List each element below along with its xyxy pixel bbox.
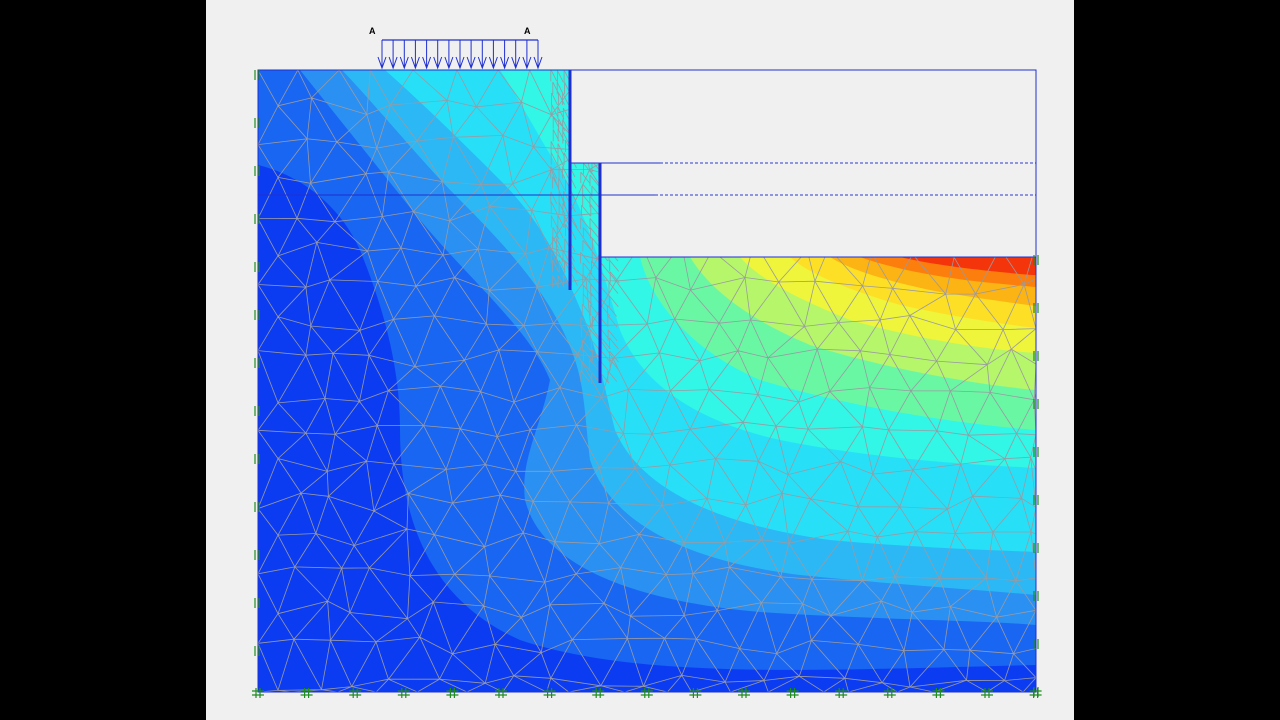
- bottom-fixity: [300, 688, 313, 698]
- load-arrow: [433, 40, 443, 70]
- load-arrow: [410, 40, 420, 70]
- load-arrow: [511, 40, 521, 70]
- left-fixity: [254, 646, 260, 656]
- load-arrow: [444, 40, 454, 70]
- left-fixity: [254, 358, 260, 368]
- right-fixity: [1033, 495, 1039, 505]
- bottom-fixity: [252, 688, 264, 698]
- load-arrow: [477, 40, 487, 70]
- load-arrow: [422, 40, 432, 70]
- right-fixity: [1033, 447, 1039, 457]
- load-arrow: [455, 40, 465, 70]
- load-arrow: [488, 40, 498, 70]
- load-arrows: [377, 40, 543, 70]
- left-fixity: [254, 262, 260, 272]
- left-fixity: [254, 118, 260, 128]
- load-arrow: [399, 40, 409, 70]
- model-viewport: A A: [206, 0, 1074, 720]
- load-arrow: [377, 40, 387, 70]
- bottom-fixity: [543, 688, 556, 698]
- left-fixity: [254, 166, 260, 176]
- right-fixity: [1033, 255, 1039, 265]
- load-arrow: [533, 40, 543, 70]
- bottom-fixity: [689, 688, 702, 698]
- bottom-fixity: [495, 688, 507, 698]
- bottom-fixity: [883, 688, 896, 698]
- left-fixity: [254, 310, 260, 320]
- left-fixity: [254, 214, 260, 224]
- load-arrow: [466, 40, 476, 70]
- right-fixity: [1033, 639, 1039, 649]
- right-fixity: [1033, 303, 1039, 313]
- bottom-fixity: [1029, 688, 1042, 698]
- load-label-right: A: [524, 26, 531, 36]
- bottom-fixity: [786, 688, 799, 698]
- bottom-fixity: [592, 688, 605, 698]
- contour-band-13: [900, 257, 1036, 275]
- left-fixity: [254, 550, 260, 560]
- fem-contour-figure: A A: [252, 26, 1042, 698]
- right-fixity: [1033, 591, 1039, 601]
- excavation-outline: [257, 69, 1037, 693]
- bottom-fixity: [981, 688, 993, 698]
- retaining-walls: [568, 70, 602, 383]
- load-arrow: [522, 40, 532, 70]
- bottom-fixity: [738, 688, 750, 698]
- load-arrow: [388, 40, 398, 70]
- left-fixity: [254, 70, 260, 80]
- bottom-fixity: [397, 688, 410, 698]
- bottom-fixity: [932, 688, 945, 698]
- bottom-fixity: [349, 688, 362, 698]
- bottom-fixity: [640, 688, 653, 698]
- right-fixity: [1033, 399, 1039, 409]
- left-fixity: [254, 454, 260, 464]
- left-fixity: [254, 598, 260, 608]
- left-fixity: [254, 406, 260, 416]
- left-fixity: [254, 502, 260, 512]
- bottom-fixity: [835, 688, 848, 698]
- bottom-fixity: [446, 688, 459, 698]
- distributed-load-A: A A: [369, 26, 543, 70]
- model-boundary: [257, 69, 1037, 693]
- load-label-left: A: [369, 26, 376, 36]
- right-fixity: [1033, 351, 1039, 361]
- load-arrow: [500, 40, 510, 70]
- right-fixity: [1033, 543, 1039, 553]
- boundary-fixities: [252, 70, 1042, 698]
